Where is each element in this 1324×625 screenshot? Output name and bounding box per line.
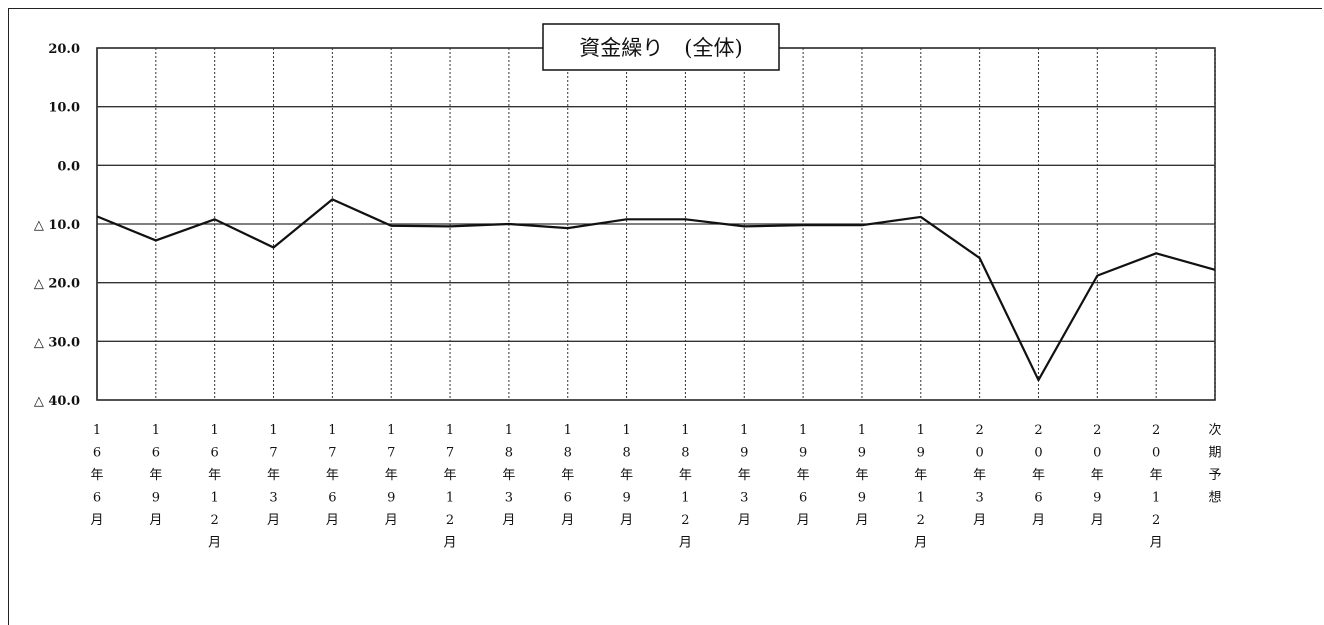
- y-tick-label: △ 30.0: [34, 335, 80, 350]
- grid: [96, 47, 1216, 401]
- chart-title-box: 資金繰り (全体): [542, 23, 780, 71]
- y-tick-label: 20.0: [48, 42, 80, 57]
- y-tick-label: 0.0: [57, 159, 80, 174]
- chart-frame: [8, 8, 1322, 625]
- y-tick-label: △ 20.0: [34, 277, 80, 292]
- y-tick-label: 10.0: [48, 101, 80, 116]
- y-tick-label: △ 40.0: [34, 394, 80, 409]
- y-tick-label: △ 10.0: [34, 218, 80, 233]
- x-tick-label: 次期予想: [1208, 422, 1221, 506]
- chart-title: 資金繰り (全体): [579, 36, 742, 60]
- series-line: [96, 198, 1216, 382]
- chart-title-frame: [542, 23, 780, 71]
- x-axis: 1 6 年 6 月 1 6 年 9 月 1 6 年 1 2 月 1 7 年 3 月 1 7 年 6 月 1 7 年 9 月 1 7 年 1 2 月 1 8 年…: [90, 422, 1221, 551]
- y-axis: 20.0 10.0 0.0 △ 10.0 △ 20.0 △ 30.0 △ 40.0: [34, 42, 80, 409]
- series: [96, 198, 1216, 382]
